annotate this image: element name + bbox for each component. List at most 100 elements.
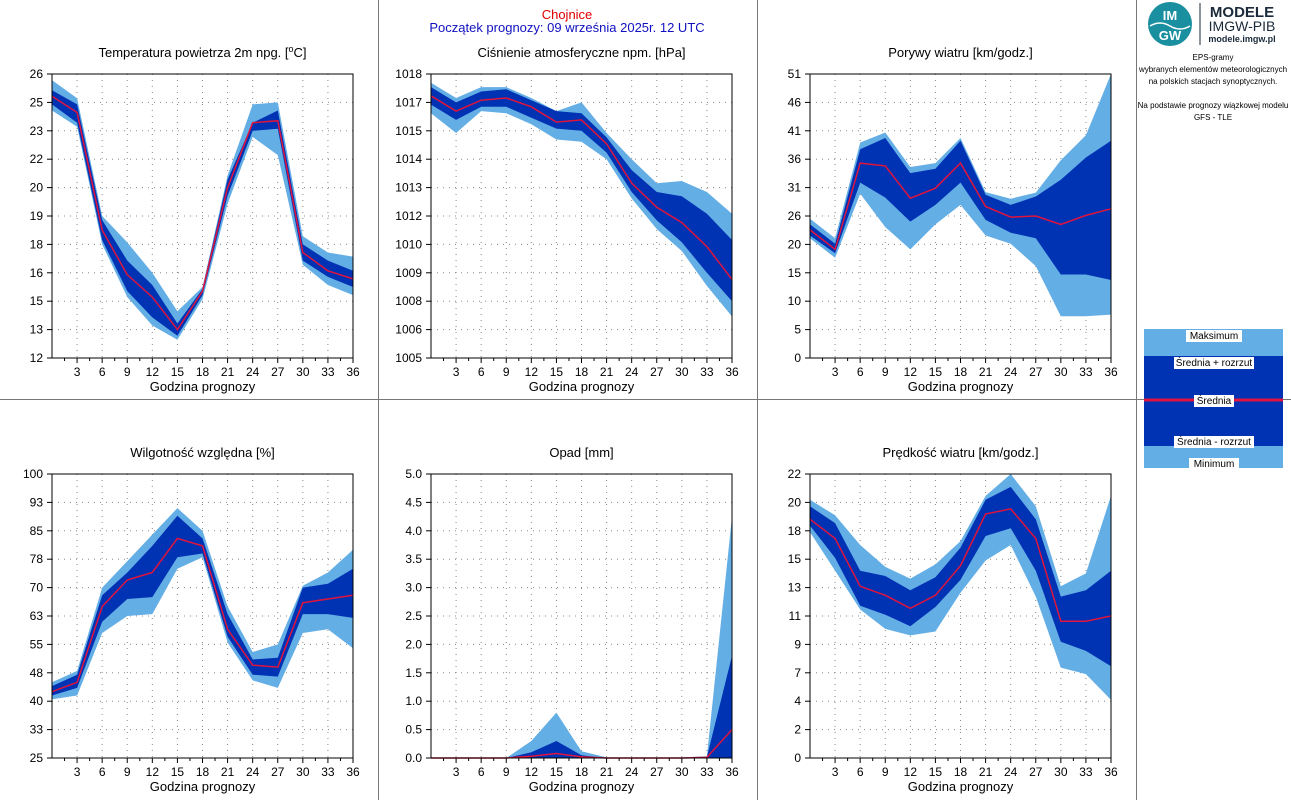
x-tick-label: 12 bbox=[146, 365, 160, 379]
x-tick-label: 27 bbox=[1029, 365, 1043, 379]
legend-max-label-bg bbox=[1186, 330, 1242, 342]
x-tick-label: 21 bbox=[600, 365, 614, 379]
x-tick-label: 24 bbox=[625, 765, 639, 779]
x-axis-label: Godzina prognozy bbox=[908, 779, 1014, 794]
chart-title: Wilgotność względna [%] bbox=[130, 445, 275, 460]
y-tick-label: 15 bbox=[788, 266, 802, 280]
chart-title-main: Ciśnienie atmosferyczne npm. [hPa] bbox=[477, 45, 685, 60]
x-tick-label: 12 bbox=[904, 765, 918, 779]
y-tick-label: 4 bbox=[794, 694, 801, 708]
x-tick-label: 21 bbox=[221, 765, 235, 779]
x-tick-label: 36 bbox=[725, 765, 739, 779]
y-tick-label: 13 bbox=[788, 581, 802, 595]
imgw-logo-badge-icon bbox=[1148, 2, 1192, 46]
x-tick-label: 27 bbox=[271, 365, 285, 379]
chart-title: Prędkość wiatru [km/godz.] bbox=[882, 445, 1038, 460]
chart-panel-5: 3 6 9 12 15 18 21 24 27 30 33 360.00.51.01.52.02.53… bbox=[405, 445, 739, 794]
y-tick-label: 12 bbox=[30, 351, 44, 365]
y-tick-label: 5.0 bbox=[405, 467, 422, 481]
y-tick-label: 25 bbox=[30, 95, 44, 109]
x-tick-label: 12 bbox=[525, 365, 539, 379]
x-tick-label: 6 bbox=[99, 365, 106, 379]
chart-panel-2: 3 6 9 12 15 18 21 24 27 30 33 361005100610081009101… bbox=[395, 45, 739, 394]
series-spread-band bbox=[810, 138, 1111, 280]
series-min-max-band bbox=[810, 74, 1111, 317]
imgw-logo-line2: IMGW-PIB bbox=[1209, 18, 1276, 34]
x-tick-label: 30 bbox=[675, 365, 689, 379]
x-tick-label: 15 bbox=[929, 365, 943, 379]
grid bbox=[431, 474, 733, 758]
y-tick-label: 3.0 bbox=[405, 581, 422, 595]
y-tick-label: 1006 bbox=[395, 323, 422, 337]
y-tick-label: 1013 bbox=[395, 181, 422, 195]
x-tick-label: 15 bbox=[171, 365, 185, 379]
x-tick-label: 6 bbox=[857, 765, 864, 779]
x-tick-label: 3 bbox=[453, 365, 460, 379]
y-tick-label: 51 bbox=[788, 67, 802, 81]
x-tick-label: 30 bbox=[296, 365, 310, 379]
y-tick-label: 20 bbox=[30, 181, 44, 195]
y-tick-label: 13 bbox=[30, 323, 44, 337]
x-tick-label: 24 bbox=[246, 365, 260, 379]
x-tick-label: 18 bbox=[196, 765, 210, 779]
y-tick-label: 18 bbox=[788, 524, 802, 538]
y-tick-label: 1010 bbox=[395, 237, 422, 251]
y-tick-label: 1018 bbox=[395, 67, 422, 81]
y-tick-label: 55 bbox=[30, 637, 44, 651]
chart-title: Ciśnienie atmosferyczne npm. [hPa] bbox=[477, 45, 685, 60]
y-tick-label: 5 bbox=[794, 323, 801, 337]
chart-panel-1: 3 6 9 12 15 18 21 24 27 30 33 361213151618192022232… bbox=[30, 44, 360, 394]
chart-title-sup: o bbox=[289, 44, 294, 54]
y-tick-label: 3.5 bbox=[405, 552, 422, 566]
x-tick-label: 33 bbox=[1079, 765, 1093, 779]
y-tick-label: 78 bbox=[30, 552, 44, 566]
y-tick-label: 15 bbox=[30, 294, 44, 308]
y-tick-label: 19 bbox=[30, 209, 44, 223]
x-tick-label: 24 bbox=[1004, 365, 1018, 379]
x-tick-label: 9 bbox=[882, 765, 889, 779]
legend-mean-label-bg bbox=[1194, 395, 1234, 407]
x-tick-label: 33 bbox=[1079, 365, 1093, 379]
x-tick-label: 36 bbox=[1104, 365, 1118, 379]
info-line-3: na polskich stacjach synoptycznych. bbox=[1149, 77, 1278, 86]
y-tick-label: 1012 bbox=[395, 209, 422, 223]
chart-title: Temperatura powietrza 2m npg. [oC] bbox=[98, 44, 306, 60]
forecast-start: Początek prognozy: 09 września 2025r. 12… bbox=[429, 20, 704, 35]
legend-max-label: Maksimum bbox=[1190, 331, 1238, 342]
x-tick-label: 6 bbox=[857, 365, 864, 379]
x-tick-label: 18 bbox=[954, 765, 968, 779]
y-tick-label: 2.5 bbox=[405, 609, 422, 623]
x-tick-label: 12 bbox=[146, 765, 160, 779]
x-tick-label: 3 bbox=[832, 765, 839, 779]
chart-panel-6: 3 6 9 12 15 18 21 24 27 30 33 3602479111315182022Pr… bbox=[788, 445, 1118, 794]
x-tick-label: 9 bbox=[503, 765, 510, 779]
x-tick-label: 9 bbox=[882, 365, 889, 379]
info-line-5: Na podstawie prognozy wiązkowej modelu bbox=[1138, 101, 1289, 110]
x-tick-label: 30 bbox=[1054, 365, 1068, 379]
y-tick-label: 22 bbox=[30, 152, 44, 166]
legend-min-label: Minimum bbox=[1194, 459, 1235, 470]
x-tick-label: 36 bbox=[346, 765, 360, 779]
x-tick-label: 33 bbox=[700, 365, 714, 379]
series-mean-line bbox=[51, 537, 354, 693]
x-tick-label: 36 bbox=[1104, 765, 1118, 779]
y-tick-label: 46 bbox=[788, 95, 802, 109]
y-tick-label: 15 bbox=[788, 552, 802, 566]
imgw-logo-wave-icon bbox=[1149, 22, 1191, 30]
y-tick-label: 4.0 bbox=[405, 524, 422, 538]
info-line-1: EPS-gramy bbox=[1193, 53, 1234, 62]
x-tick-label: 3 bbox=[453, 765, 460, 779]
y-tick-label: 33 bbox=[30, 723, 44, 737]
chart-title-main: Prędkość wiatru [km/godz.] bbox=[882, 445, 1038, 460]
chart-title-rest: C] bbox=[294, 45, 307, 60]
legend-mean-label: Średnia bbox=[1197, 394, 1232, 407]
series-mean-line bbox=[809, 508, 1112, 622]
x-tick-label: 30 bbox=[675, 765, 689, 779]
info-text: EPS-gramy wybranych elementów meteorolog… bbox=[1138, 53, 1289, 122]
y-tick-label: 2.0 bbox=[405, 637, 422, 651]
x-tick-label: 15 bbox=[550, 765, 564, 779]
chart-panel-3: 3 6 9 12 15 18 21 24 27 30 33 360510152026313641465… bbox=[788, 45, 1118, 394]
y-tick-label: 1.0 bbox=[405, 694, 422, 708]
y-tick-label: 31 bbox=[788, 181, 802, 195]
x-tick-label: 36 bbox=[346, 365, 360, 379]
